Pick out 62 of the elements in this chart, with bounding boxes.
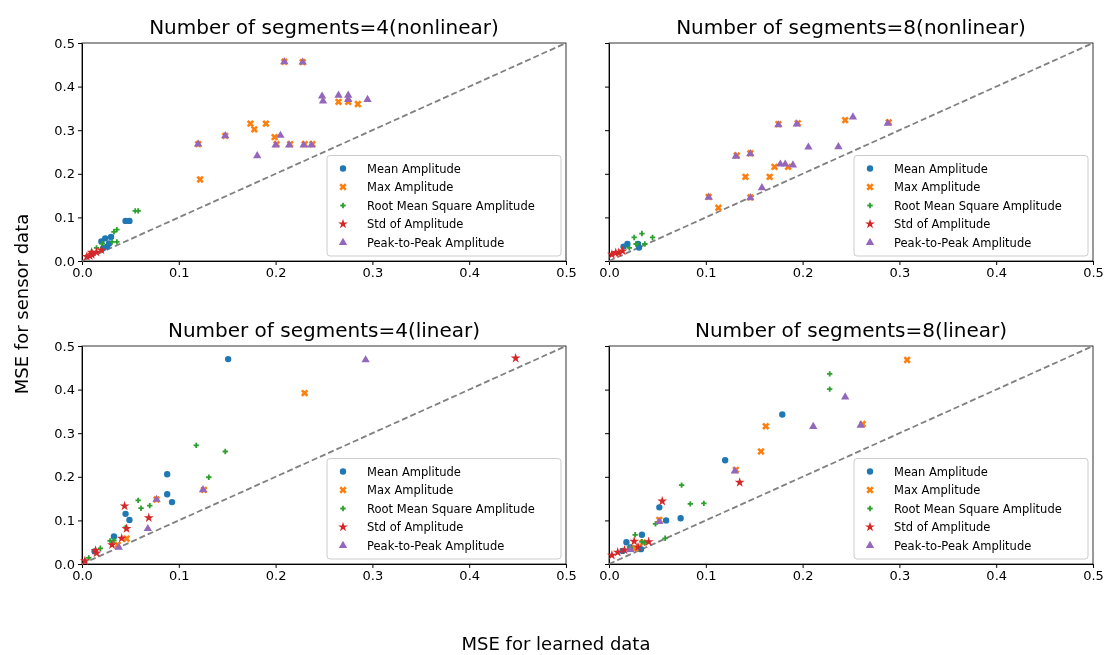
x-tick-label: 0.4 <box>459 265 481 281</box>
legend-label: Std of Amplitude <box>894 520 991 534</box>
legend-label: Std of Amplitude <box>894 217 991 231</box>
y-tick-label: 0.5 <box>54 338 75 354</box>
x-tick-label: 0.0 <box>599 265 620 281</box>
chart-title: Number of segments=8(linear) <box>694 318 1008 342</box>
x-tick-label: 0.5 <box>1083 265 1104 281</box>
legend-label: Std of Amplitude <box>367 520 464 534</box>
x-tick-label: 0.3 <box>889 568 911 584</box>
x-tick-label: 0.2 <box>792 265 814 281</box>
x-tick-label: 0.1 <box>695 568 717 584</box>
legend-label: Mean Amplitude <box>367 161 461 176</box>
x-tick-label: 0.5 <box>556 568 577 584</box>
legend-label: Peak-to-Peak Amplitude <box>367 538 505 553</box>
x-tick-label: 0.0 <box>72 265 93 281</box>
y-tick-label: 0.1 <box>54 513 75 529</box>
legend-label: Peak-to-Peak Amplitude <box>367 235 505 250</box>
x-tick-label: 0.2 <box>265 568 287 584</box>
legend-label: Max Amplitude <box>367 483 454 497</box>
x-tick-label: 0.2 <box>265 265 287 281</box>
legend-label: Std of Amplitude <box>367 217 464 231</box>
x-tick-label: 0.5 <box>1083 568 1104 584</box>
legend-label: Root Mean Square Amplitude <box>894 501 1062 516</box>
legend-label: Max Amplitude <box>367 180 454 194</box>
chart-title: Number of segments=8(nonlinear) <box>676 15 1026 39</box>
legend-label: Root Mean Square Amplitude <box>367 501 535 516</box>
x-tick-label: 0.4 <box>459 568 481 584</box>
x-tick-label: 0.1 <box>695 265 717 281</box>
y-tick-label: 0.5 <box>54 35 75 51</box>
y-tick-label: 0.0 <box>54 556 75 572</box>
y-tick-label: 0.0 <box>54 253 75 269</box>
x-tick-label: 0.2 <box>792 568 814 584</box>
legend-label: Peak-to-Peak Amplitude <box>894 538 1032 553</box>
legend-label: Root Mean Square Amplitude <box>367 198 535 213</box>
legend-label: Max Amplitude <box>894 180 981 194</box>
x-tick-label: 0.0 <box>599 568 620 584</box>
x-tick-label: 0.0 <box>72 568 93 584</box>
legend-label: Mean Amplitude <box>894 161 988 176</box>
legend-label: Peak-to-Peak Amplitude <box>894 235 1032 250</box>
legend-label: Mean Amplitude <box>367 464 461 479</box>
legend-label: Max Amplitude <box>894 483 981 497</box>
chart-title: Number of segments=4(linear) <box>167 318 481 342</box>
x-tick-label: 0.3 <box>362 568 384 584</box>
chart-title: Number of segments=4(nonlinear) <box>149 15 499 39</box>
y-tick-label: 0.3 <box>54 122 75 138</box>
x-tick-label: 0.5 <box>556 265 577 281</box>
y-tick-label: 0.2 <box>54 469 75 485</box>
x-tick-label: 0.1 <box>168 265 190 281</box>
y-tick-label: 0.2 <box>54 166 75 182</box>
legend-label: Mean Amplitude <box>894 464 988 479</box>
x-axis-title: MSE for learned data <box>461 633 651 654</box>
y-tick-label: 0.1 <box>54 210 75 226</box>
y-tick-label: 0.4 <box>54 382 75 398</box>
y-tick-label: 0.4 <box>54 79 75 95</box>
x-tick-label: 0.3 <box>889 265 911 281</box>
x-tick-label: 0.4 <box>986 265 1008 281</box>
x-tick-label: 0.1 <box>168 568 190 584</box>
legend-label: Root Mean Square Amplitude <box>894 198 1062 213</box>
y-axis-title: MSE for sensor data <box>11 213 32 395</box>
y-tick-label: 0.3 <box>54 425 75 441</box>
x-tick-label: 0.3 <box>362 265 384 281</box>
x-tick-label: 0.4 <box>986 568 1008 584</box>
